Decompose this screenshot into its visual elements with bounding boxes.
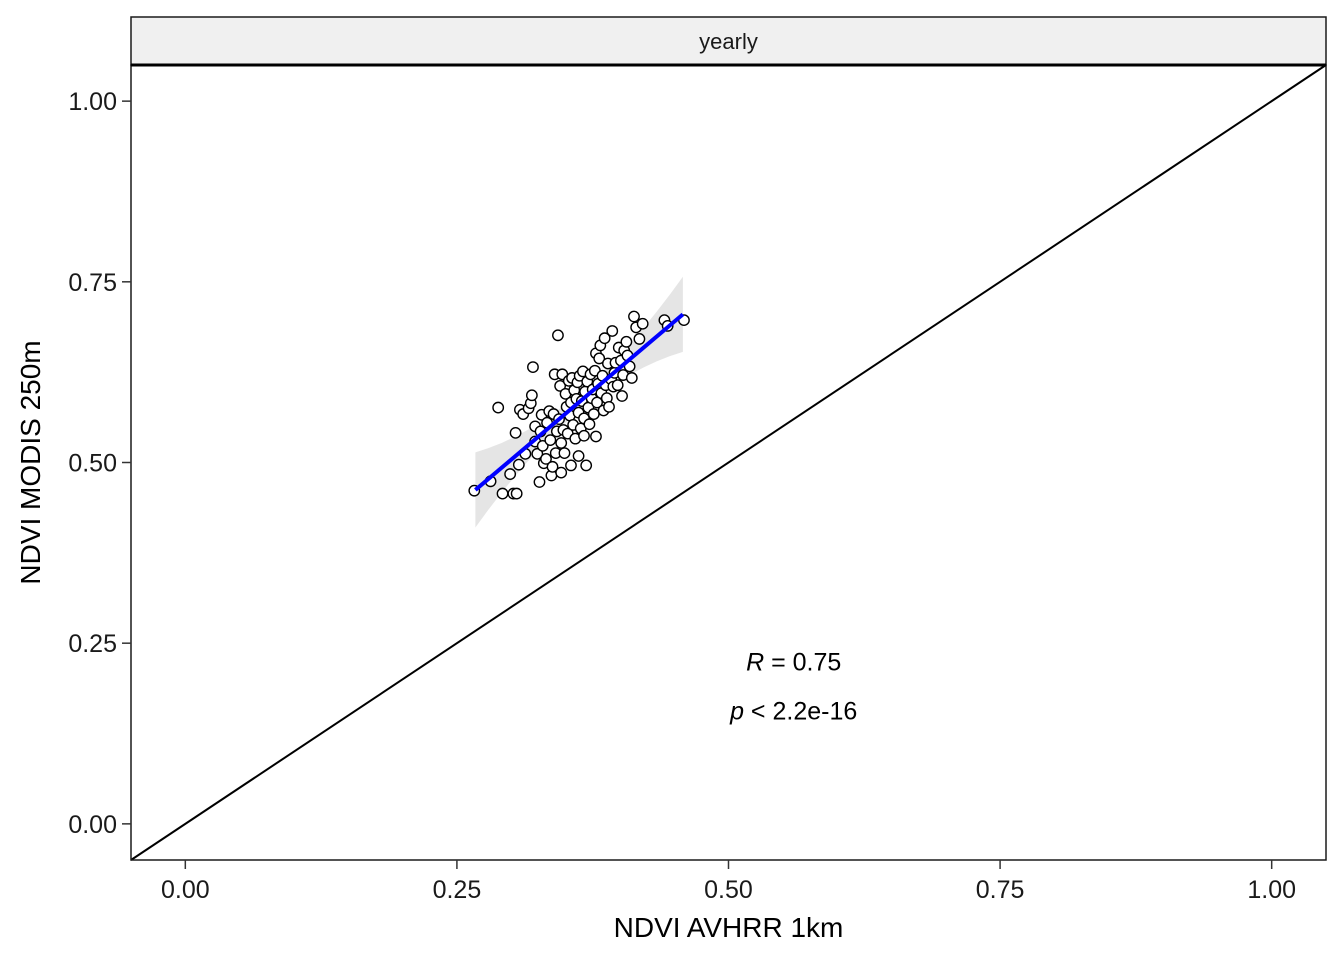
reference-line-layer [130,64,1327,861]
x-axis: 0.00 0.25 0.50 0.75 1.00 [161,860,1296,904]
p-value: < 2.2e-16 [744,697,857,725]
plot-panel [130,63,1327,861]
data-point [580,459,593,472]
data-point [555,466,568,479]
data-point [558,447,571,460]
y-axis: 0.00 0.25 0.50 0.75 1.00 [68,88,131,839]
data-point [578,429,590,442]
x-tick-label: 0.00 [161,876,210,904]
data-point [633,333,646,345]
x-axis-title: NDVI AVHRR 1km [614,912,844,943]
data-point [611,379,624,392]
data-point [606,325,619,337]
data-point [590,430,602,443]
data-point [598,332,611,345]
data-point [544,434,557,446]
x-tick-label: 1.00 [1247,876,1296,904]
data-point [525,389,538,402]
data-point [527,361,539,373]
facet-strip [130,16,1327,66]
data-point [554,379,567,392]
r-symbol: R [746,648,764,676]
facet-label: yearly [699,29,758,54]
r-value: = 0.75 [764,648,841,676]
correlation-annotation: R = 0.75 [746,648,841,676]
data-point [509,426,522,439]
data-point [593,352,606,365]
data-point [510,487,523,500]
data-point [531,447,544,460]
data-point [583,418,596,431]
data-point [587,408,600,420]
y-tick-label: 1.00 [68,88,117,116]
data-point [603,400,615,413]
y-tick-label: 0.25 [68,630,117,658]
data-point [628,310,640,323]
data-point [552,329,564,342]
y-axis-title: NDVI MODIS 250m [15,340,46,584]
x-tick-label: 0.75 [976,876,1025,904]
data-point [492,401,505,414]
data-point [625,372,638,384]
data-point [540,452,552,465]
p-symbol: p [729,697,744,725]
data-point [504,468,517,480]
x-tick-label: 0.25 [433,876,482,904]
x-tick-label: 0.50 [704,876,753,904]
y-tick-label: 0.50 [68,450,117,478]
y-tick-label: 0.00 [68,811,117,839]
data-point [565,459,577,472]
identity-line [130,64,1327,861]
fit-line-layer [474,312,685,492]
data-point [616,390,628,402]
data-point [496,487,509,500]
data-point [555,437,568,449]
data-point [536,439,549,452]
data-point [533,476,546,488]
data-point [620,335,633,348]
p-value-annotation: p < 2.2e-16 [729,697,857,725]
data-point [512,458,525,471]
data-point [546,460,559,473]
regression-line [474,312,685,492]
data-point [636,317,649,330]
data-point [572,450,585,462]
y-tick-label: 0.75 [68,269,117,297]
data-point [591,396,603,409]
